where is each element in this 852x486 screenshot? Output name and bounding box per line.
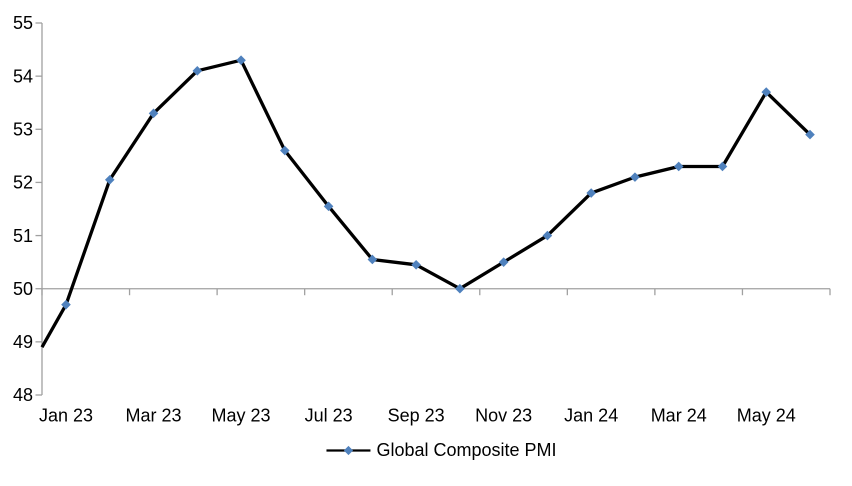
data-point-marker — [630, 172, 640, 182]
data-point-marker — [367, 254, 378, 265]
legend-series-label: Global Composite PMI — [376, 440, 557, 460]
y-axis-tick-label: 50 — [13, 279, 33, 299]
data-point-marker — [280, 145, 290, 156]
y-axis-tick-label: 48 — [13, 385, 33, 405]
data-point-marker — [192, 66, 203, 76]
x-axis-tick-label: Jul 23 — [305, 406, 353, 426]
pmi-series-line — [40, 58, 812, 348]
data-point-marker — [673, 161, 684, 172]
data-point-marker — [61, 299, 71, 310]
y-axis-tick-label: 55 — [13, 13, 33, 33]
legend-swatch — [326, 445, 371, 455]
legend-diamond-marker-icon — [343, 445, 354, 455]
data-point-marker — [586, 188, 596, 198]
x-axis-tick-label: Mar 23 — [126, 406, 182, 426]
data-point-marker — [323, 201, 334, 212]
data-point-marker — [805, 129, 815, 140]
x-axis-tick-label: Nov 23 — [475, 406, 532, 426]
chart-legend: Global Composite PMI — [325, 440, 557, 460]
data-point-marker — [148, 108, 159, 119]
x-axis-tick-label: Jan 23 — [39, 406, 93, 426]
x-axis-tick-label: May 24 — [737, 406, 796, 426]
y-axis-tick-label: 52 — [13, 173, 33, 193]
y-axis-tick-label: 51 — [13, 226, 33, 246]
x-axis-tick-label: Jan 24 — [564, 406, 618, 426]
data-point-marker — [498, 257, 509, 267]
x-axis-tick-label: May 23 — [212, 406, 271, 426]
data-point-marker — [761, 87, 772, 97]
data-point-marker — [104, 174, 115, 185]
data-point-marker — [236, 55, 246, 65]
data-point-marker — [717, 161, 728, 172]
x-axis-tick-label: Sep 23 — [388, 406, 445, 426]
y-axis-tick-label: 53 — [13, 119, 33, 139]
data-point-marker — [455, 283, 465, 294]
data-point-marker — [542, 230, 553, 241]
x-axis-tick-label: Mar 24 — [651, 406, 707, 426]
y-axis-tick-label: 54 — [13, 66, 33, 86]
data-point-marker — [411, 260, 421, 270]
y-axis-tick-label: 49 — [13, 332, 33, 352]
